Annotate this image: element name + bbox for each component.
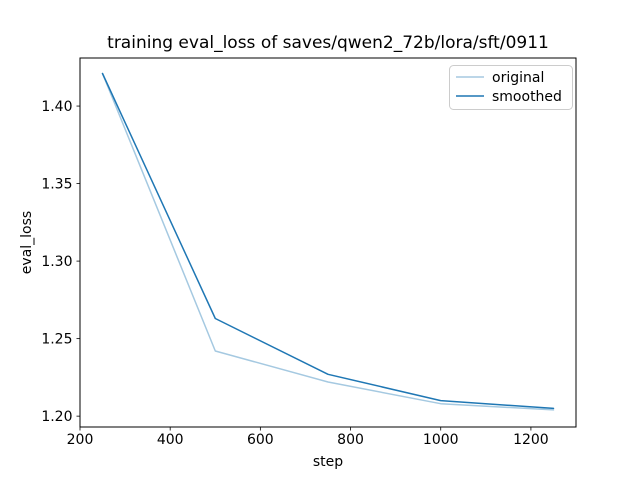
y-tick-label: 1.30: [41, 254, 72, 270]
x-tick-label: 800: [337, 432, 364, 448]
y-axis-ticks: 1.20 1.25 1.30 1.35 1.40: [41, 99, 80, 425]
y-axis-label: eval_loss: [19, 211, 35, 274]
y-tick-label: 1.40: [41, 99, 72, 115]
chart-title: training eval_loss of saves/qwen2_72b/lo…: [107, 33, 549, 53]
x-axis-label: step: [313, 454, 343, 470]
legend: original smoothed: [449, 65, 573, 110]
y-tick-label: 1.20: [41, 409, 72, 425]
x-tick-label: 1000: [423, 432, 459, 448]
x-tick-label: 400: [157, 432, 184, 448]
x-axis-ticks: 200 400 600 800 1000 1200: [67, 427, 549, 448]
series-line-smoothed: [101, 72, 555, 410]
data-series-lines: [101, 72, 555, 411]
plot-area-frame: [79, 57, 577, 428]
legend-label-original: original: [492, 70, 544, 86]
y-tick-label: 1.25: [41, 332, 72, 348]
y-tick-label: 1.35: [41, 177, 72, 193]
legend-label-smoothed: smoothed: [492, 89, 562, 105]
x-tick-label: 600: [247, 432, 274, 448]
series-line-original: [101, 72, 555, 411]
x-tick-label: 1200: [513, 432, 549, 448]
x-tick-label: 200: [67, 432, 94, 448]
